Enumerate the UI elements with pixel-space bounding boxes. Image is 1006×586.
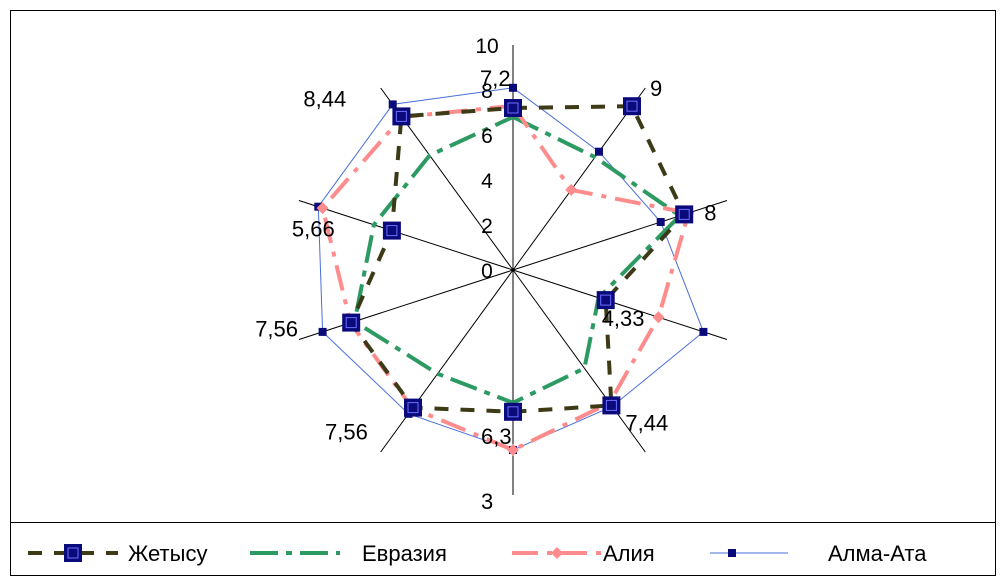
legend-item: Жетысу [28, 541, 207, 566]
radar-spoke [512, 269, 646, 453]
series-point [602, 396, 621, 415]
radar-axes [298, 45, 728, 495]
radial-tick-label: 4 [481, 170, 493, 193]
radial-tick-labels: 0 2 4 6 8 10 [475, 35, 498, 283]
radar-spoke [298, 269, 514, 340]
radar-series [314, 83, 708, 456]
legend-marker-inner [67, 547, 79, 559]
legend-label: Алия [603, 541, 655, 566]
series-point [382, 221, 401, 240]
radial-tick-label: 6 [481, 125, 493, 148]
series-point [504, 402, 522, 421]
point-value-label: 5,66 [292, 217, 335, 242]
series-point-inner [600, 294, 612, 306]
series-point-inner [395, 110, 407, 122]
legend-marker [728, 549, 736, 557]
series-point [342, 313, 361, 332]
series-point [504, 99, 522, 117]
series-point [565, 183, 578, 196]
legend-item: Алма-Ата [710, 541, 927, 566]
series-point-inner [605, 399, 617, 411]
radar-spoke [512, 87, 646, 271]
point-value-label: 7,56 [325, 420, 368, 445]
point-value-label: 3 [481, 489, 493, 514]
point-value-label: 7,56 [255, 317, 298, 342]
series-point-inner [507, 406, 519, 418]
series-point [652, 311, 665, 324]
radial-tick-label: 8 [481, 80, 493, 103]
point-value-label: 4,33 [602, 306, 645, 331]
legend-item: Алия [512, 541, 655, 566]
series-point-inner [507, 102, 519, 114]
point-value-label: 6,3 [481, 424, 512, 449]
series-point [318, 327, 327, 336]
series-point-inner [345, 317, 357, 329]
point-value-label: 7,2 [480, 66, 511, 91]
radial-tick-label: 2 [481, 215, 493, 238]
series-point [656, 218, 665, 226]
series-point-inner [386, 225, 398, 237]
legend: Жетысу Евразия Алия Алма-Ата [28, 541, 927, 566]
series-point [699, 327, 708, 336]
series-point [392, 107, 411, 126]
series-point-inner [678, 208, 690, 220]
legend-marker [64, 544, 82, 562]
series-point [675, 205, 694, 224]
point-labels: 7,2 9 8 4,33 7,44 6,3 7,56 7,56 5,66 8,44 3 [255, 66, 716, 514]
legend-item: Евразия [250, 541, 447, 566]
series-point-inner [626, 100, 638, 112]
chart-border [10, 10, 996, 576]
point-value-label: 7,44 [625, 410, 668, 435]
series-point [623, 97, 641, 116]
point-value-label: 9 [650, 76, 662, 101]
radar-spoke [298, 200, 514, 271]
series-point [507, 444, 519, 456]
legend-marker [551, 547, 563, 559]
radar-spoke [512, 269, 728, 340]
legend-label: Жетысу [128, 541, 207, 566]
series-point [404, 398, 422, 417]
radial-tick-label: 0 [481, 260, 493, 283]
point-value-label: 8 [704, 200, 716, 225]
legend-label: Алма-Ата [828, 541, 927, 566]
radar-spoke [380, 269, 514, 453]
radial-tick-label: 10 [475, 35, 498, 58]
series-point [316, 202, 329, 215]
series-point-inner [407, 402, 419, 414]
series-point [509, 83, 517, 92]
series-point [595, 147, 603, 156]
legend-label: Евразия [362, 541, 447, 566]
series-point [388, 100, 397, 109]
point-value-label: 8,44 [303, 86, 346, 111]
